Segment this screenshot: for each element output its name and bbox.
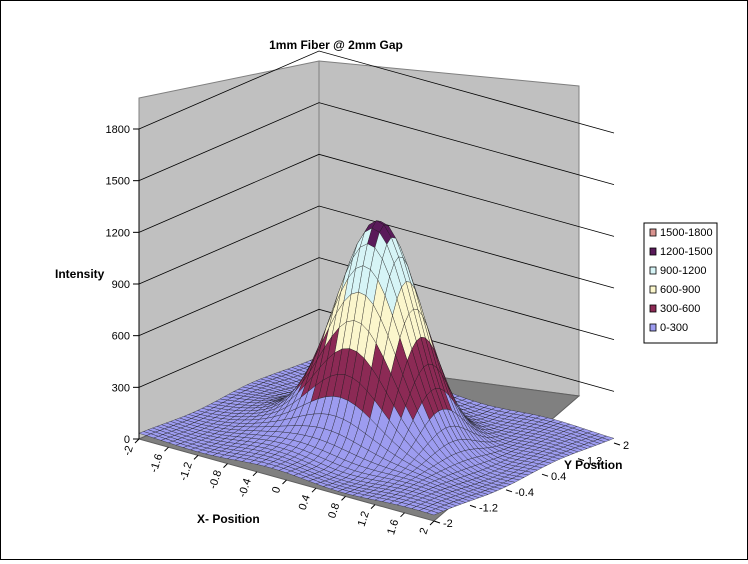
x-tick-mark — [135, 439, 139, 443]
z-tick-label: 300 — [112, 382, 130, 394]
legend-label: 1500-1800 — [660, 227, 713, 239]
y-tick-mark — [506, 490, 512, 492]
y-axis-label: Y Position — [564, 458, 622, 472]
x-tick-label: 0.8 — [326, 502, 342, 520]
x-tick-mark — [194, 455, 198, 459]
x-tick-label: -0.4 — [237, 477, 254, 499]
legend-label: 600-900 — [660, 284, 700, 296]
x-tick-mark — [224, 464, 228, 468]
x-tick-mark — [371, 505, 375, 509]
x-tick-mark — [430, 521, 434, 525]
x-tick-mark — [312, 488, 316, 492]
x-tick-label: -0.8 — [207, 469, 224, 491]
x-tick-mark — [283, 480, 287, 484]
y-tick-mark — [542, 474, 548, 476]
y-tick-mark — [470, 505, 476, 507]
x-tick-label: 0 — [270, 485, 283, 495]
z-tick-label: 1500 — [106, 176, 130, 188]
legend-swatch — [650, 305, 656, 312]
y-tick-label: -0.4 — [515, 487, 534, 499]
legend-label: 900-1200 — [660, 265, 707, 277]
x-tick-mark — [165, 447, 169, 451]
chart-title: 1mm Fiber @ 2mm Gap — [269, 38, 403, 52]
legend-swatch — [650, 267, 656, 274]
y-tick-label: 0.4 — [551, 471, 566, 483]
x-tick-mark — [401, 513, 405, 517]
legend-swatch — [650, 229, 656, 236]
x-tick-label: -2 — [121, 444, 135, 457]
x-tick-mark — [342, 496, 346, 500]
x-tick-label: -1.6 — [148, 452, 165, 474]
z-tick-label: 600 — [112, 331, 130, 343]
y-tick-label: -1.2 — [479, 502, 498, 514]
y-tick-label: 2 — [623, 440, 629, 452]
x-tick-label: 2 — [418, 526, 431, 536]
y-tick-label: -2 — [443, 518, 453, 530]
legend-label: 1200-1500 — [660, 246, 713, 258]
y-tick-mark — [614, 443, 620, 445]
legend: 1500-1800 1200-1500 900-1200 600-900 300-600… — [644, 223, 717, 343]
z-tick-label: 1800 — [106, 124, 130, 136]
z-axis: 0 300 600 900 1200 1500 1800 — [106, 124, 139, 446]
x-axis-label: X- Position — [197, 512, 260, 526]
x-tick-label: -1.2 — [178, 461, 195, 483]
z-tick-label: 0 — [124, 434, 130, 446]
legend-swatch — [650, 286, 656, 293]
x-tick-label: 0.4 — [297, 493, 313, 511]
y-tick-mark — [434, 521, 440, 523]
z-tick-label: 1200 — [106, 227, 130, 239]
x-tick-label: 1.6 — [385, 518, 401, 536]
z-axis-label: Intensity — [55, 267, 105, 281]
legend-label: 0-300 — [660, 322, 688, 334]
x-tick-mark — [253, 472, 257, 476]
legend-swatch — [650, 248, 656, 255]
legend-label: 300-600 — [660, 303, 700, 315]
z-tick-label: 900 — [112, 279, 130, 291]
legend-swatch — [650, 324, 656, 331]
x-tick-label: 1.2 — [356, 510, 372, 528]
